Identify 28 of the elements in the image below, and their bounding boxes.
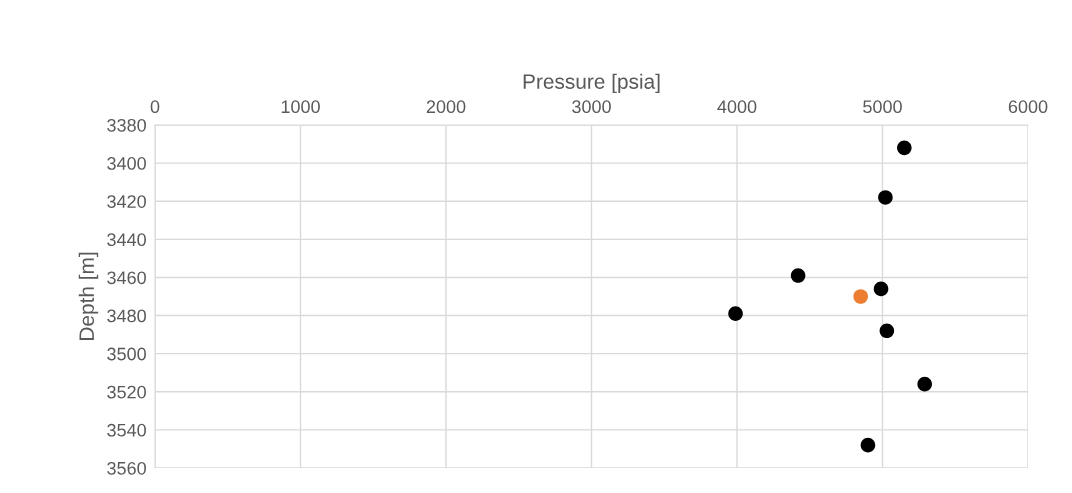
y-axis-title: Depth [m]	[78, 252, 99, 340]
x-tick-label: 2000	[426, 100, 466, 114]
x-tick-label: 4000	[717, 100, 757, 114]
point	[790, 268, 806, 283]
y-tick-label: 3560	[107, 461, 146, 475]
y-tick-label: 3500	[107, 347, 146, 361]
x-axis-title: Pressure [psia]	[523, 73, 660, 94]
x-tick-label: 6000	[1008, 100, 1048, 114]
point	[873, 281, 889, 297]
y-tick-label: 3420	[107, 195, 146, 208]
x-tick-label: 1000	[281, 100, 320, 114]
y-tick-label: 3400	[107, 157, 146, 170]
x-tick-label: 0	[150, 100, 160, 114]
point	[878, 190, 893, 205]
point	[897, 140, 912, 156]
point	[917, 376, 932, 392]
point	[853, 289, 868, 304]
y-tick-label: 3460	[107, 271, 146, 285]
x-tick-label: 3000	[572, 100, 611, 114]
y-tick-label: 3440	[107, 233, 146, 247]
y-tick-label: 3520	[107, 385, 146, 399]
point	[860, 437, 876, 453]
y-tick-label: 3480	[107, 309, 146, 323]
y-tick-label: 3540	[107, 423, 146, 437]
y-tick-label: 3380	[107, 118, 146, 132]
point	[879, 323, 895, 339]
x-tick-label: 5000	[863, 100, 902, 114]
point	[728, 306, 743, 321]
